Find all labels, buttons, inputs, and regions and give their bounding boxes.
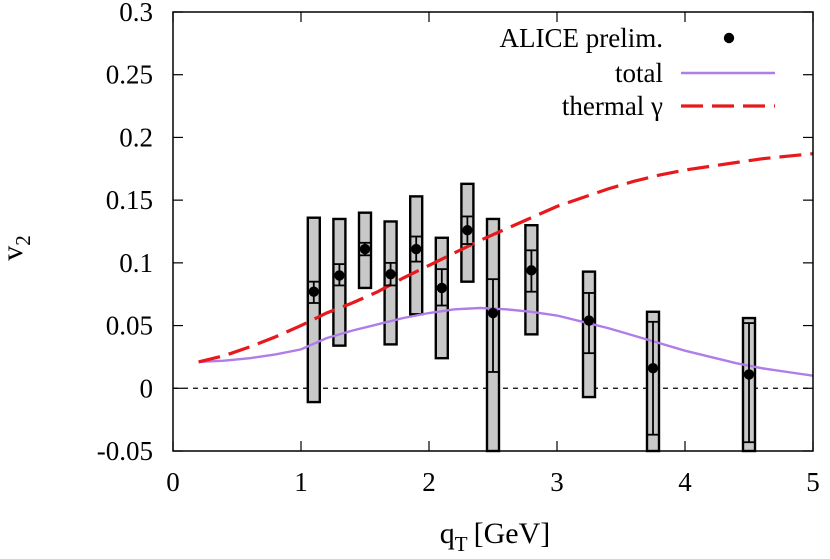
y-tick-label: -0.05 (97, 436, 153, 466)
data-point (359, 243, 371, 255)
data-point (436, 282, 447, 294)
thermal-gamma-curve (198, 152, 814, 364)
legend-dot-marker (723, 32, 735, 44)
data-point (462, 225, 473, 236)
data-point (411, 243, 422, 255)
y-axis-title: v2 (0, 235, 35, 261)
x-axis-title-sub: T (455, 532, 468, 556)
x-tick-label: 3 (550, 467, 564, 497)
data-point (308, 286, 319, 297)
data-point (583, 315, 595, 326)
legend-label: ALICE prelim. (500, 23, 663, 53)
y-tick-label: 0.3 (119, 0, 153, 27)
data-point (743, 369, 755, 380)
data-point (526, 265, 537, 276)
svg-text:v2: v2 (0, 235, 35, 261)
x-tick-label: 4 (678, 467, 692, 497)
data-point (385, 268, 396, 280)
x-tick-label: 5 (806, 467, 820, 497)
x-axis-ticks: 0 1 2 3 4 5 (166, 12, 820, 497)
x-tick-label: 0 (166, 467, 180, 497)
data-point (334, 270, 345, 281)
x-tick-label: 1 (294, 467, 308, 497)
data-point (487, 307, 499, 319)
y-tick-label: 0.15 (106, 185, 153, 215)
y-axis-ticks: -0.05 0 0.05 0.1 0.15 0.2 0.25 0.3 (97, 0, 813, 466)
systematic-error-box (306, 216, 321, 404)
y-tick-label: 0.05 (106, 311, 153, 341)
x-axis-title: qT [GeV] (440, 517, 550, 556)
y-axis-title-main: v (0, 246, 29, 261)
x-axis-title-main: q (440, 517, 455, 550)
y-tick-label: 0.25 (106, 60, 153, 90)
x-tick-label: 2 (422, 467, 436, 497)
y-tick-label: 0.1 (119, 248, 153, 278)
y-axis-title-sub: 2 (11, 235, 35, 246)
total-curve (198, 306, 814, 377)
data-point (647, 363, 659, 374)
legend-label: total (615, 58, 663, 88)
plot-layer (173, 152, 814, 453)
y-tick-label: 0 (140, 373, 154, 403)
x-axis-title-unit: [GeV] (474, 517, 551, 550)
legend-label: thermal γ (562, 91, 663, 121)
plot-frame (172, 11, 814, 452)
y-tick-label: 0.2 (119, 122, 153, 152)
